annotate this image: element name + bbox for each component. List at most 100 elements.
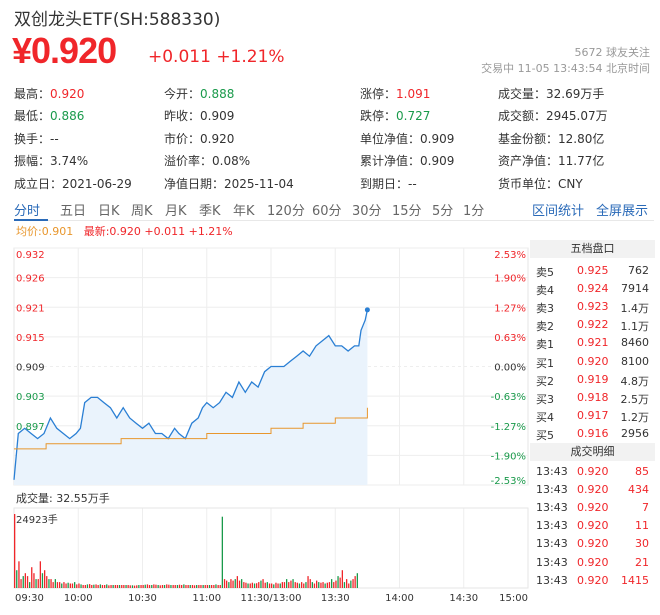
quote-stats: 最高：0.920 今开：0.888 涨停：1.091 成交量：32.69万手 最低：0.…	[14, 82, 654, 194]
volume-bar	[198, 585, 200, 588]
volume-bar	[260, 580, 262, 588]
tab-9[interactable]: 30分	[352, 204, 382, 219]
volume-bar	[243, 582, 245, 588]
volume-bar	[303, 583, 305, 588]
tab-8[interactable]: 60分	[312, 204, 342, 219]
stat-label: 市价：	[164, 131, 201, 146]
stat-item: 市价：0.920	[164, 130, 234, 147]
ask-row: 卖2 0.922 1.1万	[530, 315, 655, 333]
volume-bar	[91, 585, 93, 588]
stat-item: 资产净值：11.77亿	[498, 152, 604, 169]
trade-row: 13:43 0.920 85	[530, 462, 655, 480]
follower-count[interactable]: 5672 球友关注	[574, 46, 651, 59]
volume-bar	[142, 585, 144, 588]
tab-12[interactable]: 1分	[463, 204, 485, 219]
volume-bar	[296, 582, 298, 588]
stat-item: 换手：--	[14, 130, 59, 147]
latest-price-dot	[364, 307, 370, 313]
stat-value: 0.886	[50, 109, 85, 124]
range-stats-button[interactable]: 区间统计	[532, 204, 585, 219]
volume-bar	[48, 579, 50, 588]
y-tick-label: 0.897	[16, 422, 45, 433]
volume-bar	[93, 584, 95, 588]
stat-item: 净值日期：2025-11-04	[164, 175, 294, 192]
stats-row: 振幅：3.74% 溢价率：0.08% 累计净值：0.909 资产净值：11.77亿	[14, 149, 654, 171]
volume-bar	[350, 580, 352, 588]
orderbook-label: 卖1	[536, 338, 554, 352]
orderbook-price: 0.921	[577, 336, 609, 350]
trade-volume: 1415	[621, 573, 649, 587]
bid-row: 买4 0.917 1.2万	[530, 406, 655, 424]
volume-bar	[352, 579, 354, 588]
avg-price-line	[14, 407, 368, 450]
trade-row: 13:43 0.920 7	[530, 498, 655, 516]
orderbook-price: 0.923	[577, 300, 609, 314]
volume-bar	[183, 584, 185, 588]
stat-value: 0.08%	[212, 154, 251, 169]
volume-bar	[249, 583, 251, 588]
tab-5[interactable]: 季K	[199, 204, 221, 219]
orderbook-price: 0.917	[577, 408, 609, 422]
trade-price: 0.920	[577, 519, 609, 533]
volume-bar	[159, 585, 161, 588]
volume-bar	[236, 576, 238, 588]
volume-bar	[138, 585, 140, 588]
volume-bar	[84, 585, 86, 588]
volume-bar	[86, 584, 89, 588]
trade-volume: 11	[635, 519, 649, 533]
y-tick-label: 0.921	[16, 303, 45, 314]
volume-bar	[99, 584, 101, 588]
tab-4[interactable]: 月K	[165, 204, 187, 219]
volume-bar	[121, 585, 123, 588]
volume-bar	[313, 583, 316, 588]
volume-bar	[69, 583, 71, 588]
volume-bar	[234, 579, 236, 588]
stat-value: 12.80亿	[558, 131, 605, 146]
y-pct-label: 0.00%	[494, 363, 526, 374]
y-tick-label: 0.932	[16, 250, 45, 261]
stat-item: 货币单位：CNY	[498, 175, 583, 192]
volume-bar	[354, 576, 356, 588]
volume-bar	[221, 516, 223, 588]
orderbook-volume: 4.8万	[620, 374, 650, 388]
orderbook-header: 五档盘口	[530, 240, 655, 258]
volume-bar	[146, 584, 149, 588]
stat-label: 最低：	[14, 109, 51, 124]
volume-bar	[63, 582, 65, 588]
tab-10[interactable]: 15分	[392, 204, 422, 219]
volume-bar	[273, 584, 275, 588]
tab-0[interactable]: 分时	[14, 204, 41, 219]
volume-bar	[335, 580, 337, 588]
volume-bar	[118, 585, 121, 588]
y-pct-label: 0.63%	[494, 333, 526, 344]
volume-bar	[204, 585, 206, 588]
y-pct-label: 2.53%	[494, 250, 526, 261]
trade-price: 0.920	[577, 483, 609, 497]
fullscreen-button[interactable]: 全屏展示	[596, 204, 649, 219]
bid-row: 买3 0.918 2.5万	[530, 388, 655, 406]
tab-1[interactable]: 五日	[60, 204, 87, 219]
volume-bar	[191, 585, 194, 588]
volume-bar	[275, 582, 277, 588]
tab-2[interactable]: 日K	[98, 204, 120, 219]
stat-value: 0.909	[200, 109, 235, 124]
volume-bar	[16, 570, 18, 588]
volume-bar	[202, 585, 204, 588]
orderbook-label: 卖3	[536, 302, 554, 316]
volume-bar	[211, 585, 213, 588]
x-tick-label: 13:30	[321, 593, 350, 604]
volume-bar	[65, 583, 67, 588]
trade-price: 0.920	[577, 573, 609, 587]
volume-bar	[305, 582, 307, 588]
volume-bar	[59, 582, 61, 588]
tab-11[interactable]: 5分	[432, 204, 454, 219]
tab-7[interactable]: 120分	[267, 204, 305, 219]
tab-3[interactable]: 周K	[131, 204, 153, 219]
volume-bar	[339, 577, 341, 588]
stats-row: 成立日：2021-06-29 净值日期：2025-11-04 到期日：-- 货币单位：…	[14, 172, 654, 194]
volume-bar	[148, 585, 151, 588]
volume-bar	[290, 580, 292, 588]
tab-6[interactable]: 年K	[233, 204, 255, 219]
stat-value: 0.920	[50, 87, 85, 101]
